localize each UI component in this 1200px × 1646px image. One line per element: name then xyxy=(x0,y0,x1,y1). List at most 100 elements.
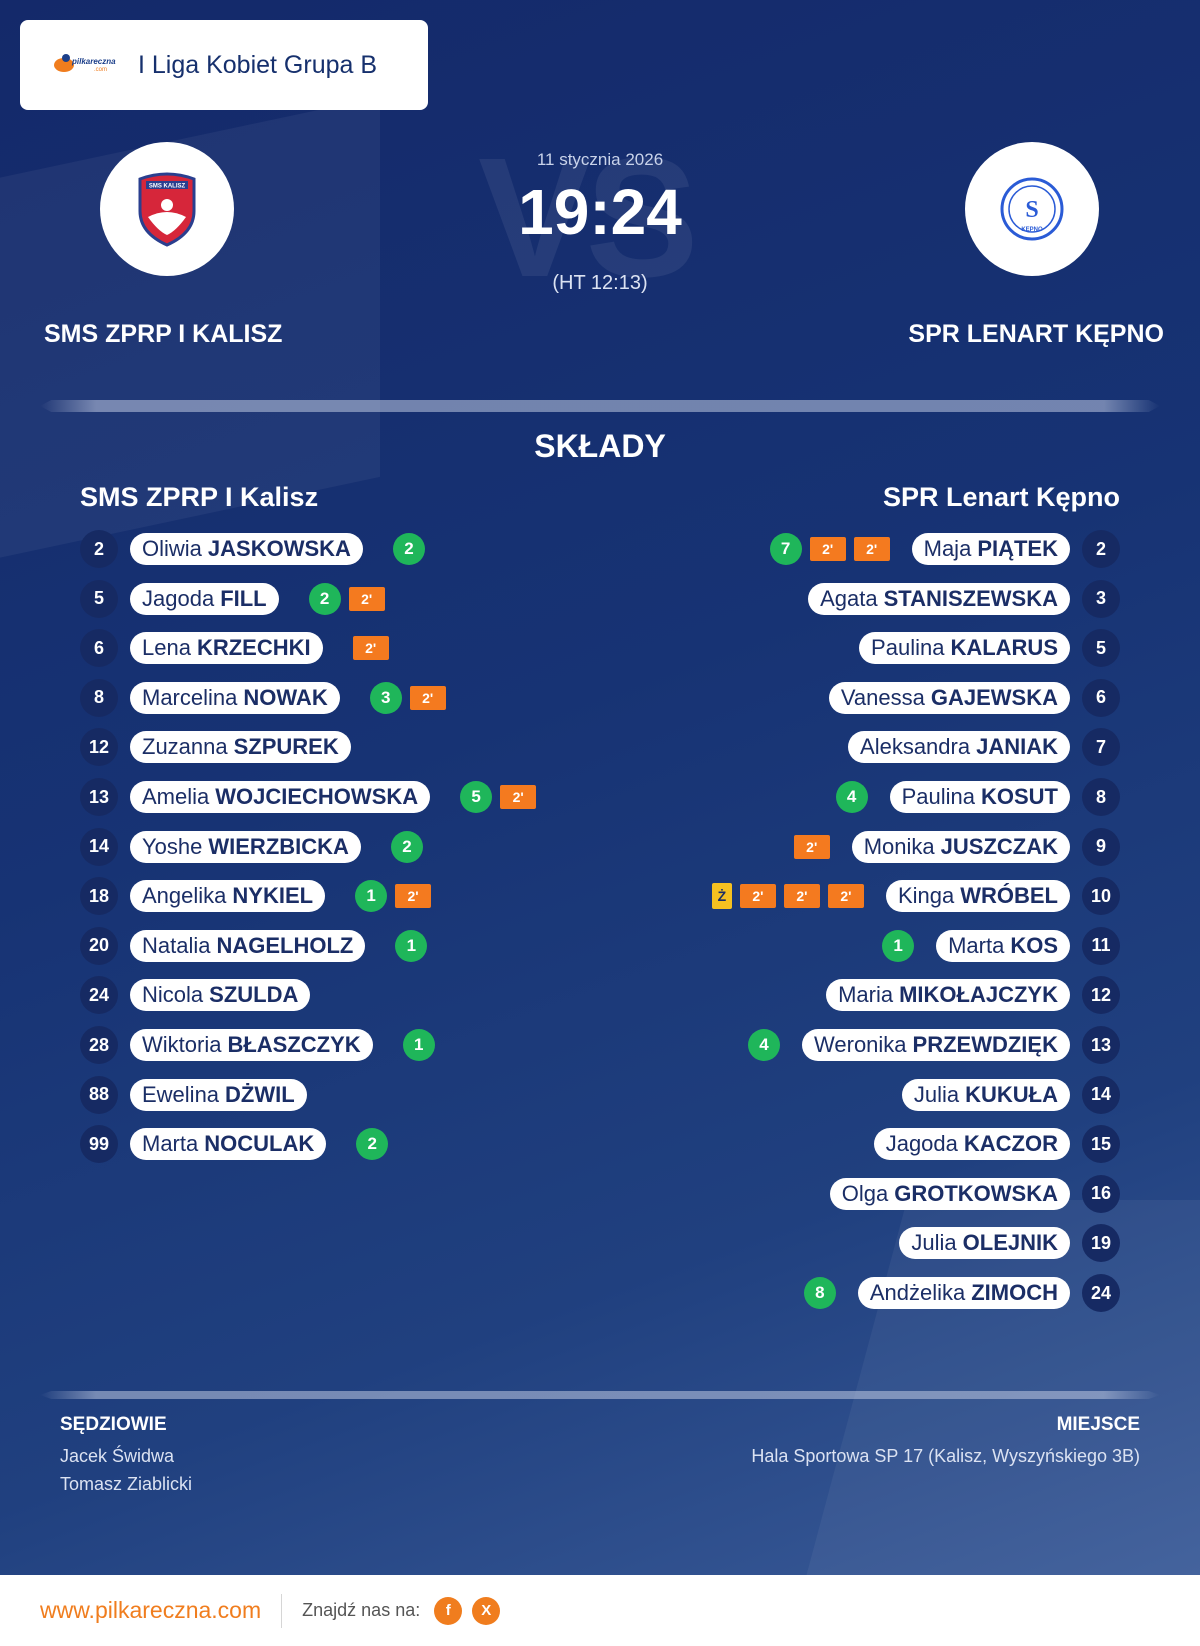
player-name[interactable]: Andżelika ZIMOCH xyxy=(857,1277,1070,1309)
player-name[interactable]: Monika JUSZCZAK xyxy=(851,830,1070,863)
goals-badge: 4 xyxy=(835,781,868,813)
player-events: 1 xyxy=(387,929,428,962)
player-row: 88 Ewelina DŻWIL xyxy=(80,1075,329,1114)
facebook-icon[interactable]: f xyxy=(434,1596,463,1625)
player-row: 8 Marcelina NOWAK 3 2' xyxy=(80,678,446,717)
player-name[interactable]: Maria MIKOŁAJCZYK xyxy=(826,979,1070,1012)
player-first-name: Oliwia xyxy=(142,536,202,561)
player-last-name: GROTKOWSKA xyxy=(894,1180,1058,1206)
divider xyxy=(40,1391,1160,1399)
player-number: 16 xyxy=(1082,1174,1120,1213)
player-last-name: WOJCIECHOWSKA xyxy=(215,784,419,809)
player-number: 7 xyxy=(1082,728,1120,767)
divider xyxy=(40,400,1160,412)
player-name[interactable]: Ewelina DŻWIL xyxy=(130,1078,307,1111)
player-name[interactable]: Marcelina NOWAK xyxy=(130,681,340,714)
player-name[interactable]: Marta KOS xyxy=(936,929,1070,962)
player-last-name: NYKIEL xyxy=(232,883,314,909)
goals-badge: 2 xyxy=(356,1128,389,1161)
player-number: 5 xyxy=(1082,629,1120,668)
player-name[interactable]: Aleksandra JANIAK xyxy=(848,731,1070,764)
player-last-name: STANISZEWSKA xyxy=(883,585,1058,611)
svg-text:SMS KALISZ: SMS KALISZ xyxy=(149,184,186,190)
player-name[interactable]: Marta NOCULAK xyxy=(130,1128,327,1161)
player-name[interactable]: Angelika NYKIEL xyxy=(130,880,326,913)
away-team-logo[interactable]: S KĘPNO xyxy=(965,142,1099,276)
player-name[interactable]: Paulina KOSUT xyxy=(889,781,1070,813)
player-name[interactable]: Natalia NAGELHOLZ xyxy=(130,929,366,962)
player-events: 5 2' xyxy=(452,781,537,813)
player-events: 4 xyxy=(740,1029,781,1061)
player-name[interactable]: Julia KUKUŁA xyxy=(901,1078,1070,1111)
player-last-name: PRZEWDZIĘK xyxy=(912,1032,1058,1057)
player-name[interactable]: Jagoda FILL xyxy=(130,582,279,615)
player-last-name: KOSUT xyxy=(981,784,1058,809)
home-team-logo[interactable]: SMS KALISZ xyxy=(100,142,234,276)
goals-badge: 1 xyxy=(355,880,388,913)
player-last-name: ZIMOCH xyxy=(971,1280,1058,1305)
player-name[interactable]: Agata STANISZEWSKA xyxy=(808,582,1070,615)
halftime-score: (HT 12:13) xyxy=(552,272,648,294)
venue-value: Hala Sportowa SP 17 (Kalisz, Wyszyńskieg… xyxy=(751,1446,1140,1466)
player-first-name: Ewelina xyxy=(142,1081,220,1107)
player-last-name: OLEJNIK xyxy=(962,1230,1058,1256)
footer-find-us: Znajdź nas na: xyxy=(302,1600,421,1620)
player-number: 13 xyxy=(1082,1026,1120,1064)
player-name[interactable]: Olga GROTKOWSKA xyxy=(829,1177,1070,1210)
player-row: 6 Lena KRZECHKI 2' xyxy=(80,629,389,668)
pilkareczna-logo[interactable]: pilkareczna .com xyxy=(54,52,118,78)
player-name[interactable]: Yoshe WIERZBICKA xyxy=(130,830,361,863)
player-last-name: KALARUS xyxy=(950,635,1058,661)
player-name[interactable]: Zuzanna SZPUREK xyxy=(130,731,351,764)
player-last-name: GAJEWSKA xyxy=(930,684,1058,710)
player-name[interactable]: Maja PIĄTEK xyxy=(911,533,1070,565)
goals-badge: 1 xyxy=(882,929,915,962)
suspension-badge: 2' xyxy=(793,834,830,859)
player-last-name: BŁASZCZYK xyxy=(227,1032,361,1057)
player-row: Aleksandra JANIAK 7 xyxy=(826,728,1120,767)
player-number: 10 xyxy=(1082,877,1120,916)
player-name[interactable]: Nicola SZULDA xyxy=(130,979,311,1012)
svg-text:KĘPNO: KĘPNO xyxy=(1021,227,1043,233)
footer-website-link[interactable]: www.pilkareczna.com xyxy=(40,1597,262,1623)
player-name[interactable]: Jagoda KACZOR xyxy=(873,1128,1070,1161)
suspension-badge: 2' xyxy=(395,884,432,909)
player-first-name: Vanessa xyxy=(840,684,925,710)
player-events: 2' xyxy=(345,636,389,661)
player-number: 3 xyxy=(1082,579,1120,618)
club-crest-icon: S KĘPNO xyxy=(1000,177,1064,241)
player-name[interactable]: Oliwia JASKOWSKA xyxy=(130,533,363,565)
player-name[interactable]: Weronika PRZEWDZIĘK xyxy=(802,1029,1070,1061)
goals-badge: 2 xyxy=(308,582,341,615)
goals-badge: 1 xyxy=(395,929,428,962)
player-first-name: Jagoda xyxy=(885,1131,958,1157)
player-name[interactable]: Wiktoria BŁASZCZYK xyxy=(130,1029,373,1061)
player-last-name: KUKUŁA xyxy=(965,1081,1058,1107)
player-last-name: KACZOR xyxy=(963,1131,1058,1157)
player-name[interactable]: Lena KRZECHKI xyxy=(130,632,323,665)
player-number: 8 xyxy=(1082,778,1120,816)
player-first-name: Marcelina xyxy=(142,684,238,710)
player-name[interactable]: Paulina KALARUS xyxy=(859,632,1070,665)
player-name[interactable]: Julia OLEJNIK xyxy=(899,1227,1070,1260)
player-number: 12 xyxy=(80,728,118,767)
player-row: 1 Marta KOS 11 xyxy=(874,926,1120,965)
player-last-name: JUSZCZAK xyxy=(940,833,1058,859)
goals-badge: 1 xyxy=(402,1029,435,1061)
player-events: 1 xyxy=(395,1029,435,1061)
away-team-name: SPR LENART KĘPNO xyxy=(908,320,1164,348)
player-last-name: SZPUREK xyxy=(233,734,339,760)
suspension-badge: 2' xyxy=(853,537,890,561)
player-name[interactable]: Amelia WOJCIECHOWSKA xyxy=(130,781,431,813)
player-last-name: KRZECHKI xyxy=(196,635,311,661)
player-name[interactable]: Vanessa GAJEWSKA xyxy=(828,681,1070,714)
player-number: 9 xyxy=(1082,827,1120,866)
x-icon[interactable]: X xyxy=(472,1596,501,1625)
player-row: 28 Wiktoria BŁASZCZYK 1 xyxy=(80,1026,435,1064)
logo-domain: .com xyxy=(94,67,108,73)
player-first-name: Lena xyxy=(142,635,191,661)
player-last-name: NOWAK xyxy=(243,684,328,710)
player-name[interactable]: Kinga WRÓBEL xyxy=(885,880,1070,913)
lineups-title: SKŁADY xyxy=(534,428,666,464)
player-row: 2 Oliwia JASKOWSKA 2 xyxy=(80,530,425,568)
